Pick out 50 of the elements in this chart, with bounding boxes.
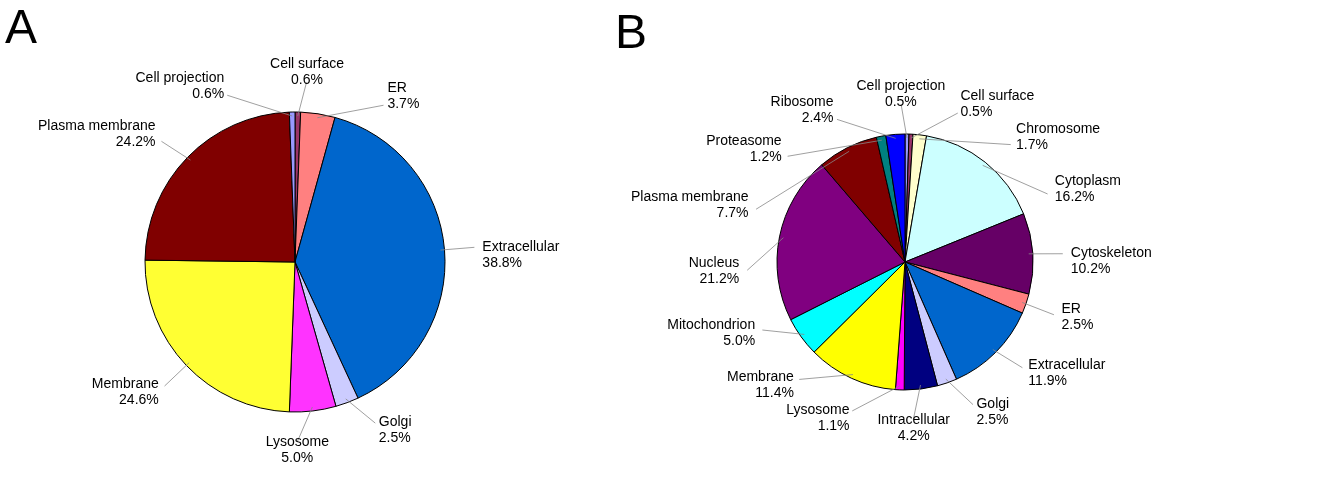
data-label: 21.2% bbox=[699, 269, 740, 286]
data-label: 16.2% bbox=[1054, 187, 1095, 204]
slice-label: Cell projection bbox=[135, 68, 225, 85]
slice-label: Lysosome bbox=[265, 432, 330, 449]
slice-label: Ribosome bbox=[770, 93, 834, 110]
chart-title: B bbox=[615, 5, 648, 58]
data-label: 5.0% bbox=[281, 448, 314, 465]
slice-label: Intracellular bbox=[877, 410, 951, 427]
data-label: 38.8% bbox=[482, 253, 523, 270]
slice-label: ER bbox=[1061, 300, 1081, 317]
data-label: 24.6% bbox=[119, 390, 159, 407]
slice-label: Nucleus bbox=[688, 253, 740, 270]
slice-label: Lysosome bbox=[786, 401, 850, 418]
slice-label: Cell surface bbox=[270, 55, 345, 72]
data-label: 0.5% bbox=[960, 102, 993, 119]
slice-label: Plasma membrane bbox=[631, 187, 749, 204]
data-label: 4.2% bbox=[897, 426, 930, 443]
data-label: 3.7% bbox=[387, 95, 420, 112]
slice-label: Chromosome bbox=[1016, 119, 1101, 136]
data-label: 0.6% bbox=[291, 71, 323, 88]
slice-label: Membrane bbox=[726, 368, 795, 385]
data-label: 0.5% bbox=[884, 93, 917, 110]
data-label: 1.2% bbox=[749, 147, 782, 164]
data-label: 2.5% bbox=[976, 410, 1009, 427]
slice-label: Cytoskeleton bbox=[1070, 244, 1152, 261]
data-label: 10.2% bbox=[1070, 260, 1111, 277]
slice-label: Cytoplasm bbox=[1054, 171, 1121, 188]
data-label: 2.5% bbox=[378, 429, 411, 446]
data-label: 24.2% bbox=[115, 132, 156, 149]
data-label: 1.7% bbox=[1016, 135, 1049, 152]
chart-title: A bbox=[5, 0, 38, 54]
slice-label: Cell surface bbox=[960, 86, 1035, 103]
slice-label: Membrane bbox=[91, 374, 159, 391]
slice-label: Cell projection bbox=[856, 77, 946, 94]
slice-label: ER bbox=[387, 79, 407, 96]
data-label: 7.7% bbox=[716, 203, 749, 220]
data-label: 5.0% bbox=[723, 332, 756, 349]
slice-label: Extracellular bbox=[482, 237, 560, 254]
data-label: 11.9% bbox=[1028, 372, 1068, 389]
data-label: 2.5% bbox=[1061, 316, 1094, 333]
slice-label: Proteasome bbox=[706, 131, 782, 148]
data-label: 2.4% bbox=[801, 109, 834, 126]
data-label: 0.6% bbox=[192, 84, 225, 101]
data-label: 11.4% bbox=[755, 384, 794, 401]
slice-label: Mitochondrion bbox=[667, 316, 756, 333]
data-label: 1.1% bbox=[817, 417, 850, 434]
slice-label: Plasma membrane bbox=[38, 116, 156, 133]
slice-label: Golgi bbox=[976, 394, 1010, 411]
slice-label: Extracellular bbox=[1028, 356, 1106, 373]
slice-label: Golgi bbox=[378, 413, 412, 430]
